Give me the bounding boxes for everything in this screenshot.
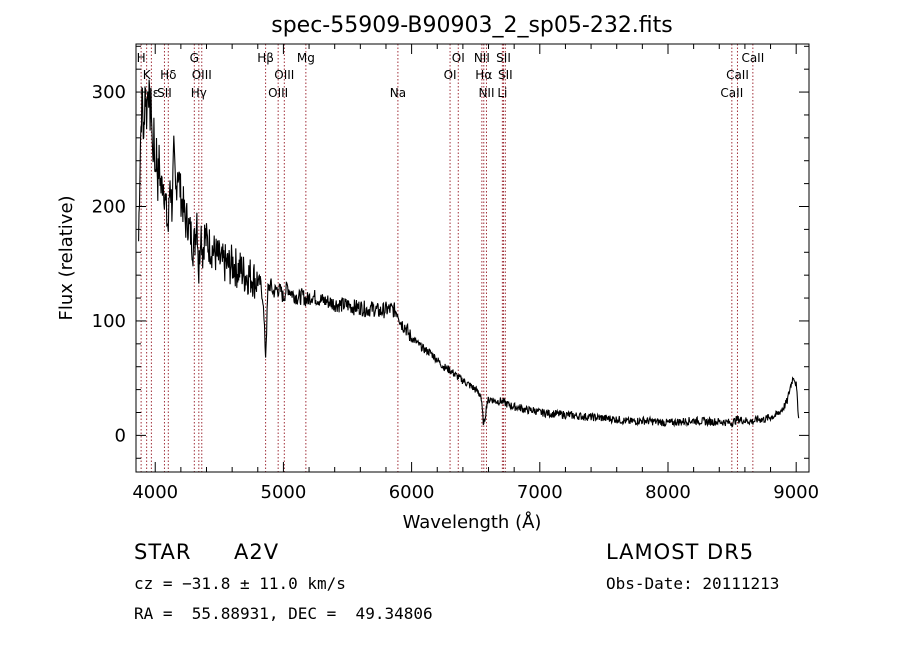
y-tick-label: 200 [92, 197, 126, 218]
line-label: SII [157, 86, 172, 100]
x-axis-label: Wavelength (Å) [403, 511, 542, 533]
line-label: OIII [274, 68, 294, 82]
line-label: OI [444, 68, 457, 82]
plot-frame [135, 43, 810, 473]
coordinates: RA = 55.88931, DEC = 49.34806 [134, 604, 433, 623]
line-label: OIII [192, 68, 212, 82]
line-label: NII [474, 51, 490, 65]
line-label: SII [496, 51, 511, 65]
line-label: Hδ [160, 68, 176, 82]
line-label: Hα [475, 68, 492, 82]
line-label: OI [452, 51, 465, 65]
redshift-velocity: cz = −31.8 ± 11.0 km/s [134, 574, 346, 593]
line-label: Mg [297, 51, 315, 65]
x-axis: 4000 5000 6000 7000 8000 9000 [132, 44, 819, 503]
line-label: G [190, 51, 199, 65]
line-label: Hβ [257, 51, 274, 65]
line-label: Li [497, 86, 507, 100]
line-label: NII [478, 86, 494, 100]
line-label: H [137, 51, 146, 65]
y-axis: 0 100 200 300 [92, 45, 809, 459]
line-label: SII [498, 68, 513, 82]
y-tick-label: 300 [92, 82, 126, 103]
x-tick-label: 6000 [389, 482, 435, 503]
y-tick-label: 100 [92, 311, 126, 332]
spectrum-chart: spec-55909-B90903_2_sp05-232.fits HKHεSI… [56, 13, 819, 533]
x-tick-label: 5000 [261, 482, 307, 503]
line-label: CaII [741, 51, 764, 65]
y-tick-label: 0 [115, 425, 126, 446]
line-label: OIII [268, 86, 288, 100]
observation-date: Obs-Date: 20111213 [606, 574, 780, 593]
line-label: K [143, 68, 152, 82]
object-class: STAR [134, 540, 192, 564]
line-label: CaII [726, 68, 749, 82]
line-label: Hγ [191, 86, 207, 100]
x-tick-label: 4000 [132, 482, 178, 503]
x-tick-label: 7000 [517, 482, 563, 503]
object-subclass: A2V [234, 540, 280, 564]
survey-name: LAMOST DR5 [606, 540, 755, 564]
spectrum-line [138, 79, 800, 428]
x-tick-label: 8000 [645, 482, 691, 503]
x-tick-label: 9000 [773, 482, 819, 503]
y-axis-label: Flux (relative) [56, 195, 77, 320]
chart-title: spec-55909-B90903_2_sp05-232.fits [271, 13, 673, 38]
line-label: CaII [720, 86, 743, 100]
line-label: Na [390, 86, 406, 100]
